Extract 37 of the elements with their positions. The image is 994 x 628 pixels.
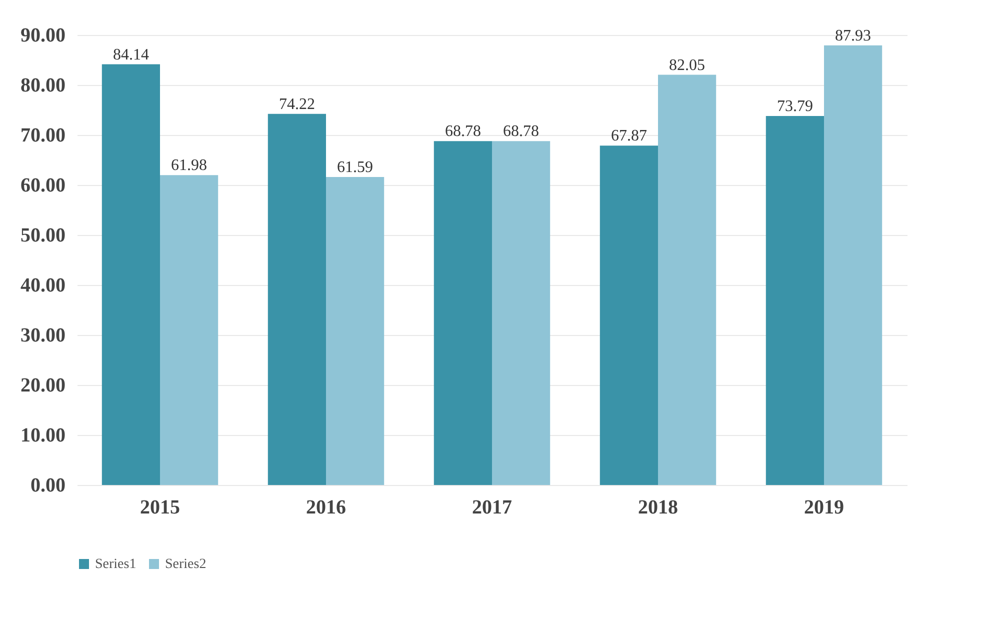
x-tick-label: 2018: [638, 496, 678, 518]
legend-label: Series1: [95, 557, 136, 572]
data-label: 61.98: [171, 157, 208, 174]
bar: [102, 64, 160, 485]
y-tick-label: 40.00: [20, 274, 66, 296]
x-tick-label: 2015: [140, 496, 180, 518]
bar: [492, 141, 550, 485]
data-label: 61.59: [337, 159, 374, 176]
data-label: 68.78: [444, 123, 481, 140]
data-label: 74.22: [278, 96, 315, 113]
y-tick-label: 80.00: [20, 74, 66, 96]
y-tick-label: 90.00: [20, 24, 66, 46]
y-tick-label: 70.00: [20, 124, 66, 146]
y-tick-label: 60.00: [20, 174, 66, 196]
data-label: 84.14: [112, 46, 149, 64]
y-tick-label: 30.00: [20, 324, 66, 346]
bar: [766, 116, 824, 485]
y-tick-label: 10.00: [20, 424, 66, 446]
y-tick-label: 50.00: [20, 224, 66, 246]
bar: [824, 45, 882, 485]
bar: [268, 114, 326, 485]
data-label: 73.79: [776, 98, 813, 116]
bar: [160, 175, 218, 485]
y-tick-label: 20.00: [20, 374, 66, 396]
y-tick-label: 0.00: [30, 474, 66, 496]
bar: [434, 141, 492, 485]
bar: [600, 146, 658, 485]
data-label: 87.93: [835, 27, 872, 44]
x-tick-label: 2019: [804, 496, 844, 518]
x-tick-label: 2017: [472, 496, 512, 518]
data-label: 68.78: [503, 123, 540, 140]
legend-label: Series2: [165, 557, 206, 572]
data-label: 67.87: [610, 128, 647, 145]
x-tick-label: 2016: [306, 496, 346, 518]
bar: [658, 74, 716, 485]
data-label: 82.05: [669, 56, 706, 74]
bar: [326, 177, 384, 485]
